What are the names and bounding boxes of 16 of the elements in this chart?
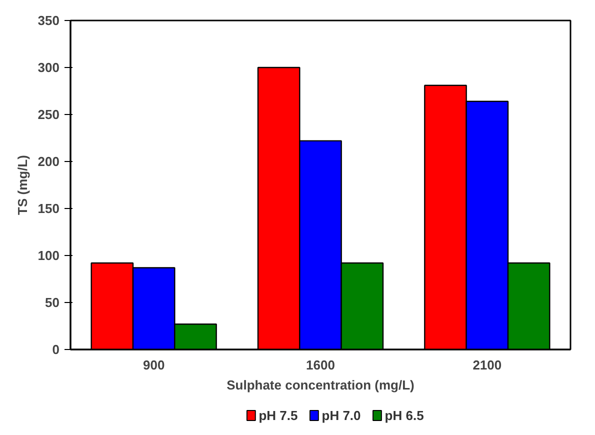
x-axis-title: Sulphate concentration (mg/L) [226,378,414,392]
legend-label: pH 6.5 [384,408,424,423]
x-tick-label: 900 [142,358,165,372]
y-tick-label: 50 [45,295,60,310]
y-tick-label: 150 [38,201,60,216]
legend-label: pH 7.0 [322,408,361,423]
y-tick-label: 350 [38,13,60,28]
x-tick-label: 1600 [306,358,335,372]
y-tick-label: 0 [52,342,60,357]
legend-label: pH 7.5 [258,408,298,423]
y-tick-label: 200 [38,154,60,169]
y-tick-label: 100 [38,248,60,263]
y-axis-title: TS (mg/L) [14,155,30,215]
y-tick-label: 300 [38,60,60,75]
y-tick-label: 250 [38,107,60,122]
x-tick-label: 2100 [472,358,502,372]
